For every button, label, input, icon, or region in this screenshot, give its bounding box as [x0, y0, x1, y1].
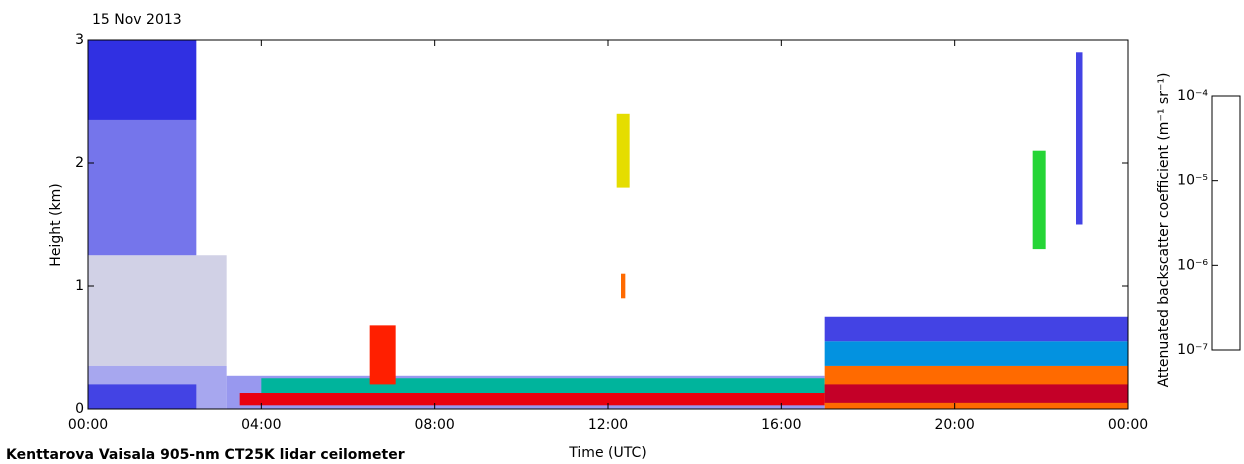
- colorbar-tick-label: 10⁻⁶: [1177, 257, 1208, 273]
- backscatter-cell: [88, 255, 227, 366]
- backscatter-cell: [1076, 52, 1083, 225]
- backscatter-cell: [88, 384, 197, 409]
- colorbar-tick-label: 10⁻⁷: [1177, 342, 1208, 358]
- heatmap: [88, 40, 1128, 409]
- colorbar: [1211, 95, 1241, 351]
- x-tick-label: 04:00: [241, 417, 281, 433]
- x-tick-label: 00:00: [1108, 417, 1148, 433]
- colorbar-tick-label: 10⁻⁴: [1177, 88, 1208, 104]
- backscatter-cell: [616, 113, 630, 188]
- y-tick-label: 2: [75, 155, 84, 171]
- date: 15 Nov 2013: [92, 12, 182, 28]
- colorbar-tick-label: 10⁻⁵: [1177, 173, 1208, 189]
- x-axis-label: Time (UTC): [568, 445, 646, 461]
- backscatter-cell: [369, 325, 396, 385]
- backscatter-cell: [88, 119, 197, 256]
- backscatter-cell: [239, 393, 825, 406]
- backscatter-cell: [824, 341, 1128, 366]
- y-axis-label: Height (km): [48, 183, 64, 266]
- x-tick-label: 20:00: [934, 417, 974, 433]
- chart-title: Kenttarova Vaisala 905-nm CT25K lidar ce…: [6, 447, 405, 463]
- x-tick-label: 08:00: [414, 417, 454, 433]
- backscatter-cell: [824, 316, 1128, 342]
- x-tick-label: 12:00: [588, 417, 628, 433]
- backscatter-cell: [261, 378, 825, 395]
- backscatter-cell: [621, 273, 626, 299]
- y-tick-label: 0: [75, 401, 84, 417]
- backscatter-cell: [88, 40, 197, 120]
- y-tick-label: 1: [75, 278, 84, 294]
- x-tick-label: 16:00: [761, 417, 801, 433]
- colorbar-label: Attenuated backscatter coefficient (m⁻¹ …: [1156, 73, 1172, 388]
- backscatter-cell: [824, 384, 1128, 403]
- backscatter-cell: [1032, 150, 1046, 250]
- x-tick-label: 00:00: [68, 417, 108, 433]
- y-tick-label: 3: [75, 32, 84, 48]
